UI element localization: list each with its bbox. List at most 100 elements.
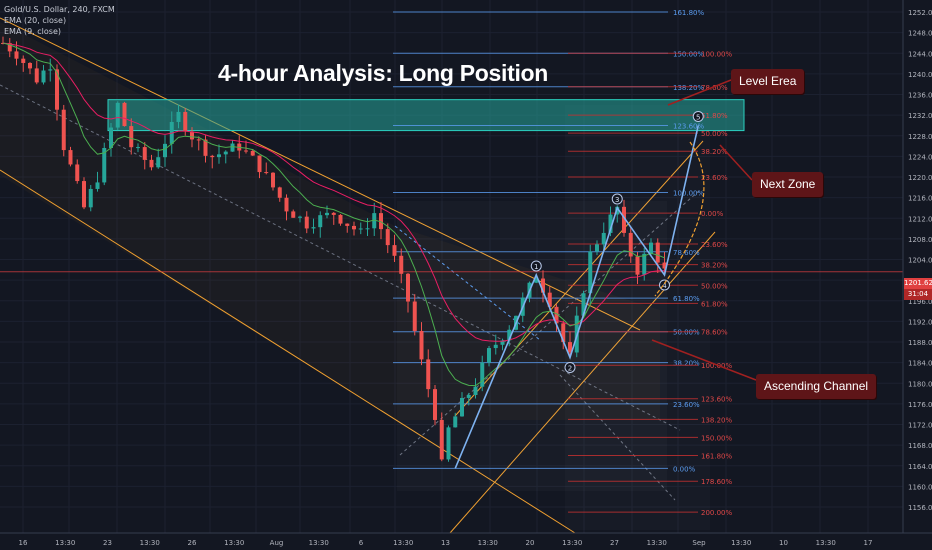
candle-body: [595, 244, 599, 252]
candle-body: [534, 278, 539, 283]
fib-label-ext: 50.00%: [701, 282, 728, 290]
fib-label-ext: 61.80%: [701, 300, 728, 308]
fib-label-ext: 78.60%: [701, 329, 728, 337]
candle-body: [507, 329, 512, 341]
fib-label-ext: 150.00%: [701, 434, 732, 442]
candle-body: [338, 214, 343, 224]
candle-body: [48, 69, 53, 71]
candle-body: [41, 70, 46, 83]
candle-body: [601, 232, 606, 245]
candle-body: [642, 253, 647, 275]
candle-body: [75, 164, 80, 182]
time-tick-label: 13:30: [478, 539, 498, 547]
price-tick-label: 1252.00: [908, 9, 932, 17]
chart-legend: Gold/U.S. Dollar, 240, FXCM EMA (20, clo…: [4, 4, 115, 37]
candle-body: [304, 216, 309, 229]
time-tick-label: Aug: [270, 539, 284, 547]
legend-ema9: EMA (9, close): [4, 27, 61, 36]
candle-body: [662, 262, 667, 269]
candle-body: [649, 242, 653, 254]
time-tick-label: 23: [103, 539, 112, 547]
candle-body: [379, 213, 383, 230]
candle-body: [257, 155, 262, 173]
price-tick-label: 1176.00: [908, 401, 932, 409]
fib-label-ext: 61.80%: [701, 112, 728, 120]
candle-body: [190, 131, 194, 140]
time-tick-label: 20: [526, 539, 535, 547]
candle-body: [487, 348, 491, 363]
candles: [1, 36, 667, 462]
wave-path: [454, 125, 700, 469]
wave-label: 3: [615, 196, 619, 204]
price-tick-label: 1156.00: [908, 504, 932, 512]
candle-body: [541, 278, 545, 293]
candle-body: [406, 273, 410, 302]
candle-body: [163, 143, 167, 158]
time-tick-label: 6: [359, 539, 364, 547]
time-axis: 16 13:30 23 13:30 26 13:30 Aug 13:30 6 13:30 13 13:…: [0, 532, 932, 550]
down-channel-mid: [0, 84, 681, 431]
candle-body: [244, 150, 248, 152]
fib-label: 78.60%: [673, 249, 700, 257]
asc-channel-lower: [449, 231, 716, 534]
down-channel-upper: [0, 17, 641, 331]
candle-body: [352, 225, 356, 230]
price-tick-label: 1228.00: [908, 133, 932, 141]
candle-body: [622, 206, 626, 233]
fib-label: 100.00%: [673, 189, 704, 197]
wave-label: 1: [534, 263, 538, 271]
fib-label-ext: 78.60%: [701, 84, 728, 92]
price-tick-label: 1204.00: [908, 257, 932, 265]
candle-body: [581, 293, 586, 316]
projection-curve: [654, 141, 705, 297]
price-tick-label: 1216.00: [908, 195, 932, 203]
fib-label-ext: 50.00%: [701, 130, 728, 138]
candle-body: [217, 154, 221, 158]
fib-label: 123.60%: [673, 122, 704, 130]
time-tick-label: 13:30: [647, 539, 667, 547]
time-tick-label: 16: [19, 539, 28, 547]
price-tick-label: 1224.00: [908, 153, 932, 161]
price-tick-label: 1184.00: [908, 360, 932, 368]
price-tick-label: 1164.00: [908, 463, 932, 471]
down-channel-lower: [0, 169, 576, 534]
current-price-tag: 1201.62: [904, 278, 932, 289]
wave-marker: [611, 193, 623, 205]
fib-label: 150.00%: [673, 50, 704, 58]
candle-body: [109, 127, 113, 148]
price-tick-label: 1180.00: [908, 380, 932, 388]
fib-label: 161.80%: [673, 9, 704, 17]
time-tick-label: 13:30: [140, 539, 160, 547]
candle-body: [129, 126, 134, 148]
arrow-ascending-channel: [651, 339, 757, 381]
fib-label-ext: 100.00%: [701, 50, 732, 58]
countdown-tag: 31:04: [904, 289, 932, 300]
legend-symbol: Gold/U.S. Dollar, 240, FXCM: [4, 5, 115, 14]
legend-ema20: EMA (20, close): [4, 16, 67, 25]
fib-label-ext: 38.20%: [701, 148, 728, 156]
candle-body: [61, 109, 66, 151]
time-tick-label: 13:30: [224, 539, 244, 547]
candle-body: [82, 181, 86, 208]
candle-body: [136, 147, 140, 149]
candle-body: [635, 256, 640, 275]
candle-body: [223, 151, 228, 155]
candle-body: [284, 197, 289, 212]
candle-body: [28, 62, 32, 69]
candle-body: [95, 182, 100, 189]
candle-body: [628, 232, 633, 257]
time-tick-label: 13:30: [393, 539, 413, 547]
wave-label: 2: [568, 364, 572, 372]
time-tick-label: 13:30: [55, 539, 75, 547]
fib-label-ext: 38.20%: [701, 262, 728, 270]
price-tick-label: 1248.00: [908, 30, 932, 38]
candle-body: [102, 147, 107, 183]
candle-body: [453, 416, 458, 428]
candle-body: [655, 242, 660, 263]
price-tick-label: 1160.00: [908, 483, 932, 491]
price-tick-label: 1172.00: [908, 422, 932, 430]
arrow-next-zone: [719, 144, 753, 181]
candle-body: [331, 212, 336, 215]
candle-body: [446, 427, 451, 460]
candle-body: [311, 227, 316, 229]
